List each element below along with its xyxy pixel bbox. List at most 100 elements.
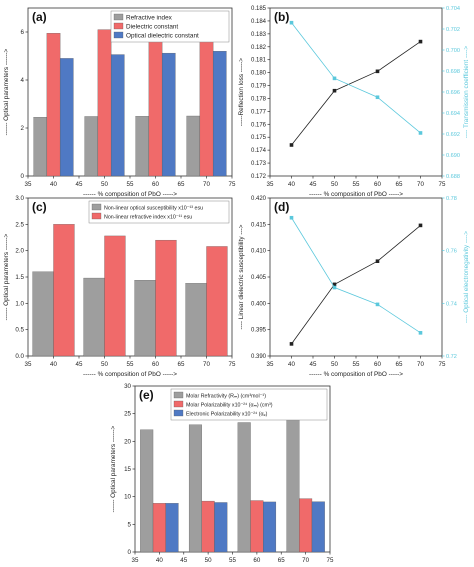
x-tick-label: 65: [178, 361, 185, 368]
right-y-tick-label: 0.692: [446, 132, 460, 138]
left-y-tick-label: 0.395: [251, 328, 267, 334]
left-y-tick-label: 0.400: [251, 301, 267, 307]
left-y-tick-label: 0.177: [251, 109, 267, 115]
legend-swatch: [173, 409, 184, 417]
x-tick-label: 60: [152, 361, 159, 368]
chart-panel-b: 35 40 45 50 55 60 65 70 75 ------ % composition o…: [238, 6, 470, 198]
left-y-tick-label: 0.180: [251, 71, 267, 77]
y-tick-label: 15: [124, 466, 131, 473]
x-tick-label: 75: [229, 361, 236, 368]
right-y-tick-label: 0.694: [446, 111, 460, 117]
bar-a-s1-60: [148, 28, 163, 177]
left-y-tick-label: 0.175: [251, 135, 267, 141]
bar-a-s0-70: [186, 115, 201, 177]
chart-panel-a: 35 40 45 50 55 60 65 70 75------ % composition o…: [3, 7, 236, 198]
legend-box: [170, 388, 328, 421]
left-series-point-40: [289, 143, 294, 147]
right-series-point-60: [375, 95, 380, 100]
x-tick-label: 70: [417, 181, 424, 188]
bar-e-s0-40: [140, 429, 154, 553]
x-tick-label: 65: [396, 361, 403, 368]
y-tick-label: 0.0: [15, 353, 24, 360]
right-series-point-70: [418, 131, 423, 135]
right-y-tick-label: 0.74: [446, 301, 457, 307]
left-y-tick-label: 0.182: [251, 45, 267, 51]
x-tick-label: 75: [327, 557, 334, 564]
x-tick-label: 50: [101, 361, 108, 368]
x-tick-label: 45: [76, 181, 83, 188]
right-y-tick-label: 0.700: [446, 48, 460, 54]
x-tick-label: 65: [396, 181, 403, 188]
left-series-line: [291, 225, 421, 345]
plot-frame: [269, 7, 443, 177]
left-y-tick-label: 0.173: [251, 161, 267, 167]
x-tick-label: 70: [203, 361, 210, 368]
y-tick-label: 2.0: [15, 248, 24, 255]
left-series-point-50: [332, 282, 337, 287]
legend-swatch: [113, 13, 124, 21]
left-y-tick-label: 0.185: [251, 6, 267, 12]
x-tick-label: 75: [229, 181, 236, 188]
left-series-point-70: [418, 223, 423, 228]
bar-c-s0-50: [83, 277, 105, 357]
y-tick-label: 1.0: [15, 300, 24, 307]
bar-c-s1-50: [104, 235, 126, 357]
y-tick-label: 4: [21, 77, 25, 84]
legend-label: Refractive index: [126, 14, 173, 21]
x-tick-label: 55: [127, 181, 134, 188]
y-tick-label: 0: [21, 173, 25, 180]
left-series-point-70: [418, 39, 423, 44]
left-y-tick-label: 0.184: [251, 19, 267, 25]
y-tick-label: 10: [124, 494, 131, 501]
legend-swatch: [173, 400, 184, 408]
y-tick-label: 30: [124, 383, 131, 390]
legend-label: Non-linear refractive index x10⁻¹¹ esu: [104, 214, 192, 220]
right-series-point-60: [375, 302, 380, 307]
bar-e-s1-50: [201, 500, 215, 553]
chart-panel-d: 35 40 45 50 55 60 65 70 75 ------ % composition o…: [238, 196, 470, 378]
bar-e-s2-60: [263, 501, 277, 553]
x-tick-label: 65: [278, 557, 285, 564]
x-tick-label: 45: [310, 361, 317, 368]
x-tick-label: 75: [439, 361, 446, 368]
right-y-tick-label: 0.76: [446, 249, 457, 255]
y-tick-label: 20: [124, 438, 131, 445]
right-series-line: [291, 217, 421, 334]
bar-c-s1-70: [206, 246, 228, 357]
y-tick-label: 6: [21, 29, 25, 36]
right-series-point-50: [332, 76, 337, 81]
x-tick-label: 45: [76, 361, 83, 368]
bar-e-s0-70: [286, 417, 300, 553]
x-tick-label: 50: [331, 181, 338, 188]
left-y-axis-label: ---- Linear dielectric susceptibility --…: [238, 224, 245, 329]
legend: Non-linear optical susceptibility x10⁻¹³…: [88, 200, 230, 224]
bar-e-s2-40: [165, 503, 179, 553]
legend-label: Non-linear optical susceptibility x10⁻¹³…: [104, 205, 203, 211]
right-series-point-40: [289, 20, 294, 25]
bar-e-s0-60: [237, 422, 251, 553]
y-tick-label: 2.5: [15, 221, 24, 228]
bar-c-s0-70: [185, 283, 207, 357]
x-tick-label: 60: [374, 361, 381, 368]
x-tick-label: 60: [152, 181, 159, 188]
right-y-tick-label: 0.702: [446, 27, 460, 33]
bar-a-s1-40: [46, 33, 61, 177]
right-series-point-70: [418, 331, 423, 335]
x-tick-label: 55: [353, 181, 360, 188]
legend: Molar Refractivity (Rₘ) (cm³mol⁻¹) Molar …: [170, 388, 328, 421]
legend: Refractive index Dielectric constant Optic…: [110, 10, 230, 43]
left-y-tick-label: 0.179: [251, 84, 267, 90]
left-y-tick-label: 0.415: [251, 222, 267, 228]
bar-e-s0-50: [188, 424, 202, 553]
bar-c-s0-40: [32, 271, 54, 357]
right-y-tick-label: 0.688: [446, 174, 460, 180]
right-series-point-50: [332, 285, 337, 290]
x-tick-label: 55: [127, 361, 134, 368]
x-tick-label: 35: [132, 557, 139, 564]
right-series-point-40: [289, 215, 294, 220]
x-tick-label: 35: [25, 361, 32, 368]
legend-label: Electronic Polarizability x10⁻²⁴ (αₑ): [186, 411, 268, 417]
y-axis-label: ------ Optical parameters ------>: [110, 425, 117, 512]
x-tick-label: 40: [156, 557, 163, 564]
